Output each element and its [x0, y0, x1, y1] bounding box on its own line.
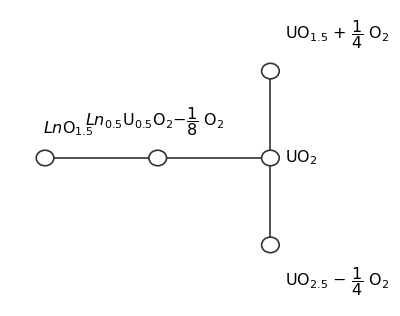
Text: $\mathit{Ln}_{0.5}$U$_{0.5}$O$_{2}$$-$$\dfrac{1}{8}$ O$_{2}$: $\mathit{Ln}_{0.5}$U$_{0.5}$O$_{2}$$-$$\… [85, 105, 224, 138]
Circle shape [36, 150, 54, 166]
Circle shape [262, 237, 279, 253]
Text: UO$_{1.5}$ $+$ $\dfrac{1}{4}$ O$_{2}$: UO$_{1.5}$ $+$ $\dfrac{1}{4}$ O$_{2}$ [284, 18, 389, 51]
Text: $\mathit{Ln}$O$_{1.5}$: $\mathit{Ln}$O$_{1.5}$ [43, 119, 94, 138]
Circle shape [262, 63, 279, 79]
Text: UO$_{2}$: UO$_{2}$ [284, 149, 317, 167]
Circle shape [149, 150, 166, 166]
Text: UO$_{2.5}$ $-$ $\dfrac{1}{4}$ O$_{2}$: UO$_{2.5}$ $-$ $\dfrac{1}{4}$ O$_{2}$ [284, 265, 389, 298]
Circle shape [262, 150, 279, 166]
